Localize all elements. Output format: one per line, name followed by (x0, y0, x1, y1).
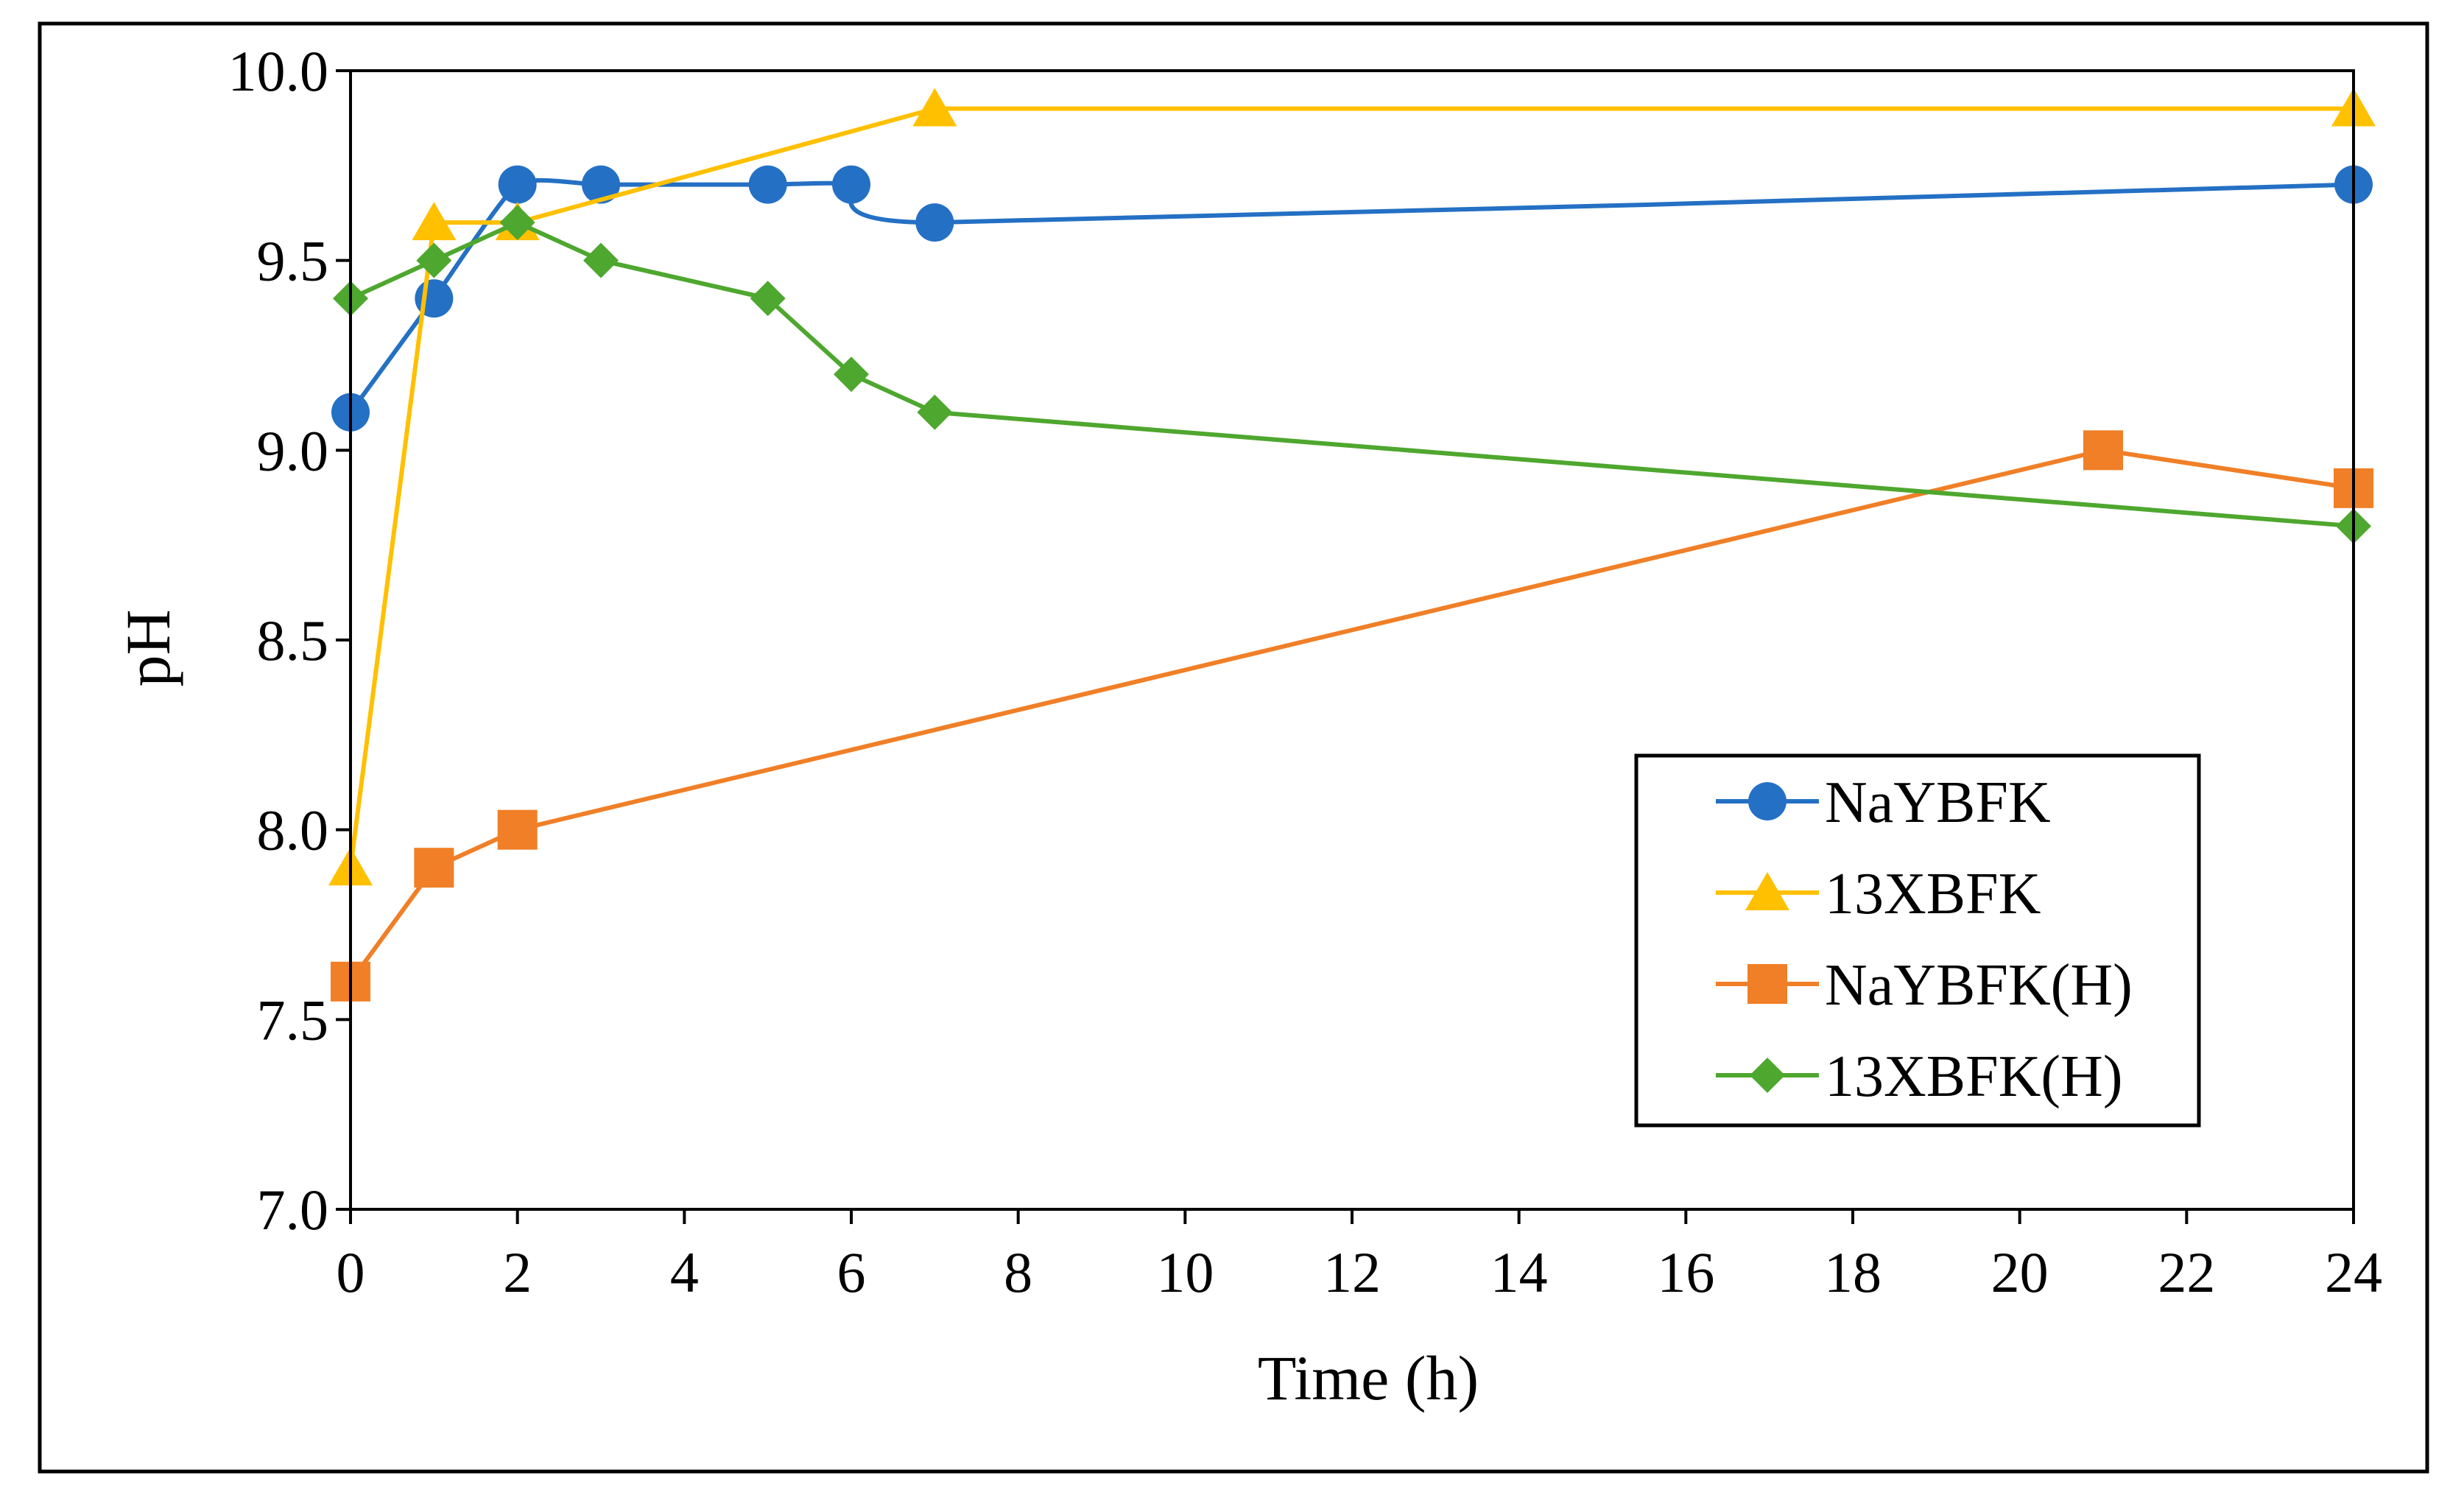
data-point-13xbfk (412, 202, 457, 241)
x-tick-label: 12 (1323, 1240, 1381, 1304)
series-13xbfk-h (333, 205, 2371, 544)
data-point-13xbfk-h (583, 242, 619, 278)
x-tick-label: 22 (2158, 1240, 2215, 1304)
x-tick-label: 0 (337, 1240, 365, 1304)
y-tick-label: 9.0 (257, 418, 329, 482)
data-point-naybfk (748, 165, 787, 204)
legend-label-naybfk-h: NaYBFK(H) (1825, 953, 2133, 1018)
data-point-naybfk (582, 165, 620, 204)
data-point-13xbfk-h (834, 356, 869, 393)
x-tick-label: 6 (837, 1240, 866, 1304)
data-point-naybfk-h (414, 848, 454, 888)
legend-label-13xbfk-h: 13XBFK(H) (1825, 1044, 2122, 1109)
data-point-13xbfk-h (917, 394, 953, 430)
data-point-naybfk-h (2083, 430, 2123, 471)
data-point-naybfk (498, 165, 537, 204)
legend-box (1634, 753, 2201, 1128)
legend-label-naybfk: NaYBFK (1825, 770, 2051, 835)
legend-marker-naybfk-h (1747, 964, 1787, 1004)
x-tick-label: 16 (1657, 1240, 1714, 1304)
data-point-naybfk (832, 165, 870, 204)
x-axis-title: Time (h) (1258, 1343, 1479, 1413)
data-point-13xbfk-h (499, 205, 535, 241)
y-tick-label: 7.0 (257, 1178, 329, 1242)
x-tick-label: 10 (1156, 1240, 1214, 1304)
legend-entry-13xbfk-h: 13XBFK(H) (1716, 1044, 2122, 1109)
y-tick-label: 8.0 (257, 798, 329, 862)
x-tick-label: 2 (503, 1240, 532, 1304)
legend-marker-13xbfk (1745, 872, 1789, 910)
x-tick-label: 20 (1991, 1240, 2049, 1304)
legend-marker-13xbfk-h (1750, 1058, 1785, 1093)
data-point-13xbfk (912, 88, 957, 127)
y-tick-label: 8.5 (257, 608, 329, 672)
legend-entry-naybfk-h: NaYBFK(H) (1716, 953, 2133, 1018)
data-point-13xbfk-h (750, 281, 786, 317)
legend-marker-naybfk (1748, 782, 1787, 820)
series-line-13xbfk-h (349, 220, 2354, 529)
data-point-naybfk-h (497, 809, 538, 850)
y-tick-label: 7.5 (257, 988, 329, 1052)
series-naybfk (331, 165, 2373, 432)
legend-label-13xbfk: 13XBFK (1825, 862, 2041, 926)
series-line-naybfk (348, 177, 2356, 415)
legend: NaYBFK 13XBFK NaYBFK(H) 13XBFK(H) (1634, 753, 2201, 1128)
legend-entry-naybfk: NaYBFK (1716, 770, 2051, 835)
y-axis-title: pH (113, 609, 183, 686)
x-tick-label: 14 (1490, 1240, 1548, 1304)
x-tick-label: 8 (1004, 1240, 1032, 1304)
y-tick-label: 9.5 (257, 229, 329, 293)
data-point-13xbfk-h (416, 242, 452, 278)
x-tick-label: 18 (1824, 1240, 1882, 1304)
x-tick-label: 24 (2325, 1240, 2382, 1304)
outer-frame (38, 21, 2429, 1474)
data-point-naybfk (915, 203, 954, 242)
legend-entry-13xbfk: 13XBFK (1716, 862, 2041, 926)
y-tick-label: 10.0 (228, 39, 329, 103)
x-tick-label: 4 (670, 1240, 699, 1304)
axes: 0 2 4 6 8 10 12 14 16 18 20 22 247.07.58.08.59.09.51… (228, 39, 2383, 1304)
